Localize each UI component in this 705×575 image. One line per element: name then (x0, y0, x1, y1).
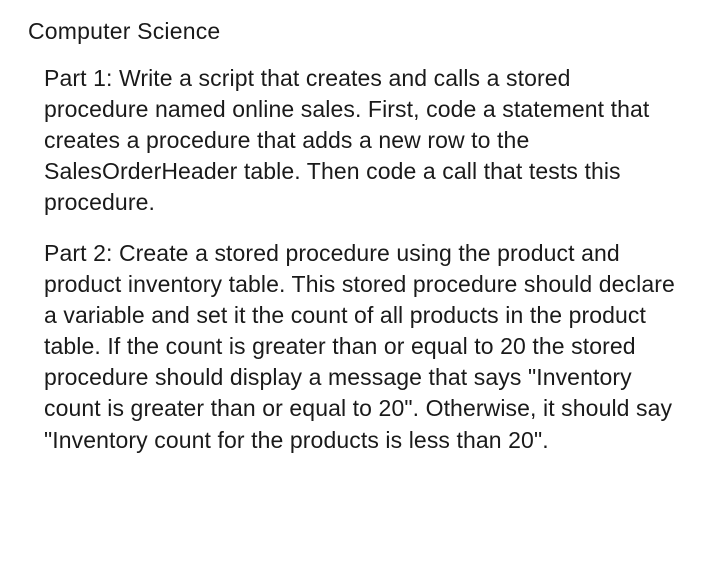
part-1-text: Part 1: Write a script that creates and … (44, 63, 677, 218)
question-content: Part 1: Write a script that creates and … (28, 63, 677, 456)
part-2-text: Part 2: Create a stored procedure using … (44, 238, 677, 455)
category-label: Computer Science (28, 18, 677, 45)
